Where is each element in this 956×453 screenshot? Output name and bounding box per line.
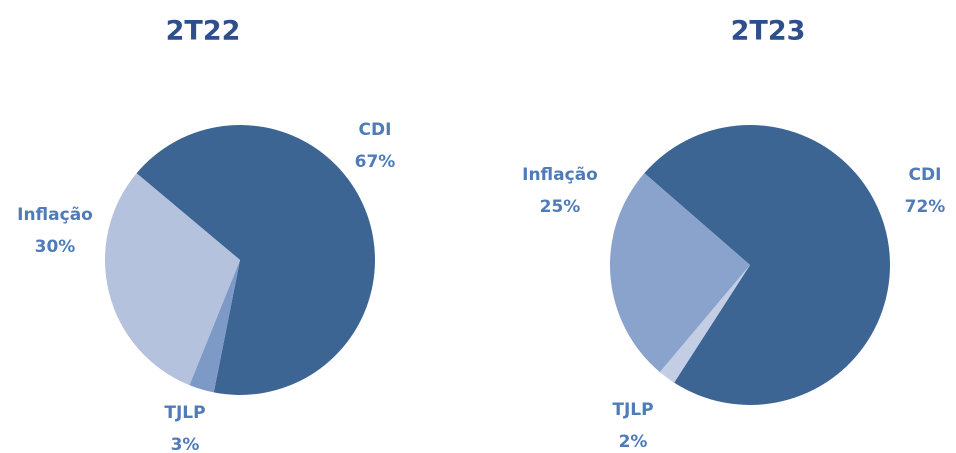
value-label: 72%: [905, 197, 946, 217]
value-label: 67%: [355, 152, 396, 172]
slice-label: CDI: [359, 120, 392, 140]
chart-title: 2T23: [731, 16, 806, 47]
value-label: 2%: [619, 432, 648, 452]
pie-slice: [644, 124, 890, 405]
slice-label: Inflação: [522, 165, 598, 185]
value-label: 30%: [35, 237, 76, 257]
pie-slice: [105, 173, 240, 386]
pie-slice: [136, 125, 375, 396]
slice-label: TJLP: [164, 403, 205, 423]
slice-label: Inflação: [17, 205, 93, 225]
value-label: 25%: [540, 197, 581, 217]
pie-slice: [609, 173, 750, 373]
slice-label: TJLP: [612, 400, 653, 420]
slice-label: CDI: [909, 165, 942, 185]
value-label: 3%: [171, 435, 200, 453]
pie-slice: [659, 265, 750, 383]
chart-title: 2T22: [166, 16, 241, 47]
pie-slice: [189, 260, 240, 393]
